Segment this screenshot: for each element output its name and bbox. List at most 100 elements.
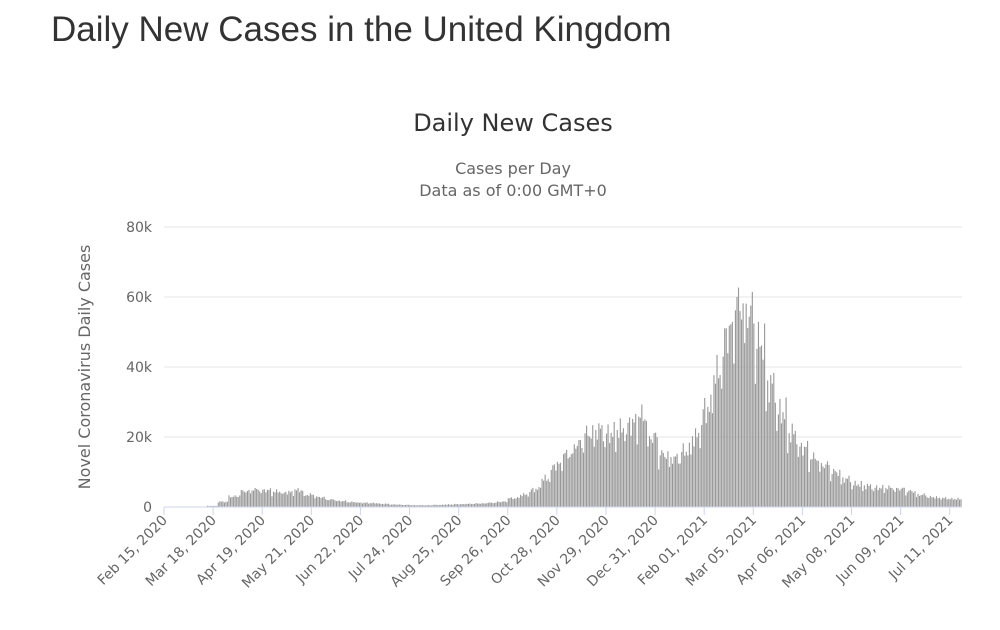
- bar: [731, 321, 733, 507]
- bar-series: [206, 287, 962, 508]
- bar: [279, 491, 281, 507]
- bar: [303, 496, 305, 507]
- bar: [886, 489, 888, 507]
- bar: [437, 505, 439, 507]
- bar: [282, 493, 284, 507]
- bar: [392, 504, 394, 507]
- bar: [564, 452, 566, 507]
- bar: [366, 502, 368, 507]
- bar: [254, 487, 256, 507]
- bar: [932, 497, 934, 507]
- chart-title: Daily New Cases: [413, 109, 613, 137]
- bar: [854, 480, 856, 507]
- bar: [400, 504, 402, 507]
- bar: [851, 489, 853, 507]
- bar: [782, 412, 784, 507]
- bar: [536, 489, 539, 507]
- bar: [652, 442, 654, 507]
- bar: [225, 501, 227, 507]
- bar: [484, 503, 486, 507]
- bar: [624, 441, 626, 507]
- bar: [332, 499, 334, 507]
- bar: [665, 458, 667, 507]
- bar: [223, 502, 225, 507]
- bar: [771, 383, 773, 507]
- bar: [912, 492, 915, 507]
- bar: [733, 363, 735, 507]
- bar: [685, 451, 687, 507]
- bar: [404, 504, 407, 507]
- bar: [506, 502, 508, 507]
- bar: [656, 437, 658, 507]
- bar: [938, 497, 941, 507]
- bar: [906, 492, 908, 507]
- bar: [411, 505, 413, 507]
- bar: [853, 485, 855, 507]
- bar: [492, 503, 494, 507]
- bar: [521, 496, 523, 507]
- bar: [268, 490, 270, 507]
- bar: [443, 504, 445, 507]
- bar: [206, 505, 209, 507]
- bar: [381, 503, 384, 507]
- bar: [271, 496, 273, 507]
- bar: [676, 453, 678, 507]
- bar: [831, 474, 833, 507]
- bar: [880, 488, 882, 507]
- bar: [699, 448, 701, 507]
- bar: [800, 442, 802, 507]
- bar: [346, 502, 348, 507]
- bar: [869, 484, 872, 507]
- bar: [662, 452, 664, 507]
- bar: [604, 447, 606, 507]
- bar: [444, 504, 446, 507]
- bar: [757, 321, 760, 507]
- bar: [945, 497, 947, 507]
- bar: [470, 504, 473, 507]
- bar: [667, 451, 669, 507]
- bar: [845, 478, 847, 507]
- bar: [647, 446, 649, 507]
- bar: [323, 496, 325, 507]
- bar: [434, 504, 436, 507]
- bar: [919, 495, 921, 507]
- bar: [696, 437, 698, 507]
- bar: [369, 503, 371, 507]
- bar: [458, 504, 460, 507]
- bar: [675, 456, 677, 507]
- bar: [319, 496, 321, 507]
- bar: [894, 491, 896, 507]
- bar: [556, 461, 558, 507]
- bar: [500, 502, 502, 507]
- bar: [352, 502, 354, 507]
- bar: [219, 501, 221, 507]
- bar: [361, 503, 364, 507]
- bar: [834, 471, 836, 507]
- bar: [455, 504, 457, 507]
- bar: [803, 446, 806, 507]
- bar: [421, 505, 423, 507]
- bar: [934, 498, 936, 507]
- y-tick-label: 0: [143, 500, 152, 516]
- bar: [308, 495, 310, 507]
- bar: [555, 470, 557, 507]
- bar: [477, 503, 479, 507]
- bar: [638, 416, 640, 507]
- bar: [231, 496, 233, 507]
- bar: [343, 501, 345, 507]
- bar: [871, 489, 873, 507]
- bar: [363, 502, 365, 507]
- bar: [435, 504, 437, 507]
- bar: [899, 490, 901, 507]
- bar: [599, 428, 601, 507]
- bar: [299, 492, 301, 507]
- bar: [908, 490, 910, 507]
- bar: [340, 501, 342, 507]
- bar: [240, 490, 242, 507]
- bar: [526, 494, 528, 507]
- bar: [375, 503, 377, 507]
- bar: [946, 499, 948, 507]
- bar: [581, 448, 583, 507]
- bar: [719, 375, 721, 507]
- bar: [449, 504, 451, 507]
